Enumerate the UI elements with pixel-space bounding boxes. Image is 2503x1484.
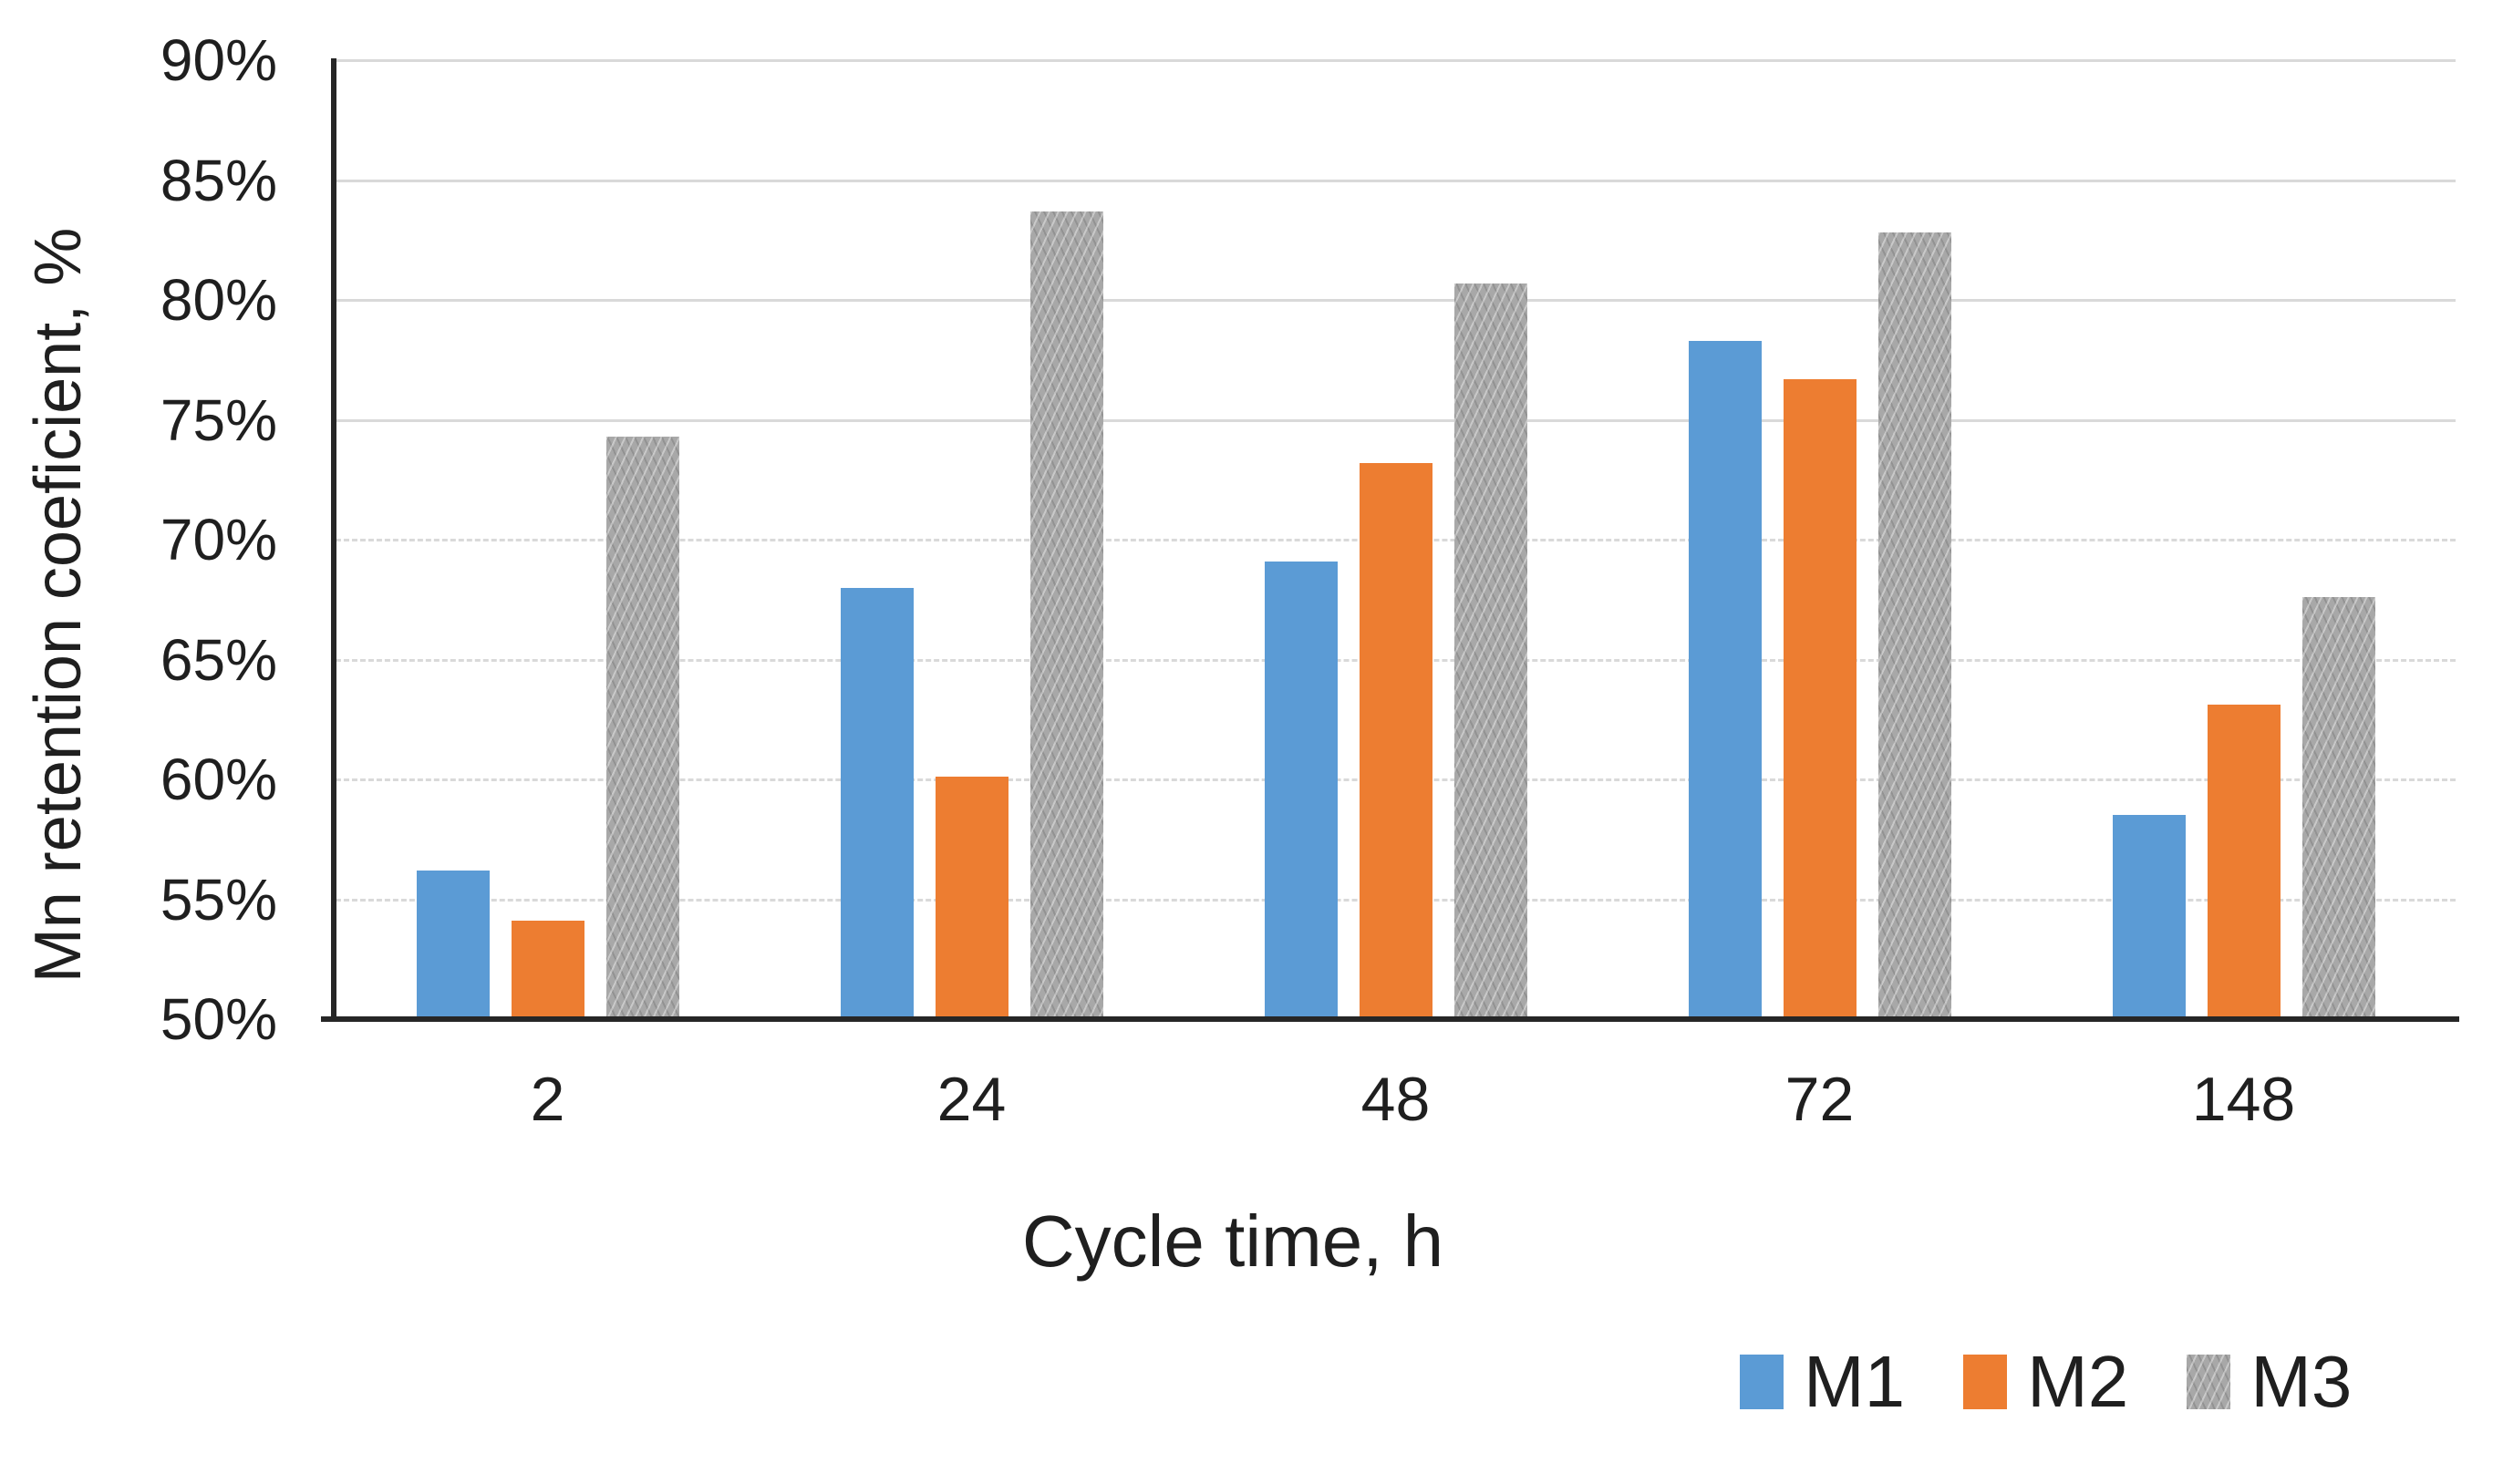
x-tick-label-24: 24 — [936, 1065, 1007, 1134]
bar-m2-x48 — [1359, 462, 1433, 1019]
bar-m3-x148 — [2301, 597, 2375, 1019]
legend-item-m2: M2 — [1963, 1340, 2128, 1424]
legend: M1 M2 M3 — [1740, 1338, 2352, 1426]
bar-m1-x2 — [416, 870, 490, 1019]
gridline-75 — [336, 418, 2456, 422]
x-tick-label-72: 72 — [1784, 1065, 1855, 1134]
y-tick-label-50: 50% — [160, 986, 277, 1052]
y-axis-line — [331, 58, 336, 1021]
legend-label-m2: M2 — [2027, 1341, 2129, 1422]
y-tick-label-75: 75% — [160, 386, 277, 453]
bar-m2-x24 — [935, 777, 1008, 1019]
x-tick-label-2: 2 — [530, 1065, 565, 1134]
x-tick-label-148: 148 — [2191, 1065, 2296, 1134]
y-tick-label-70: 70% — [160, 507, 277, 572]
legend-label-m3: M3 — [2250, 1341, 2353, 1422]
y-tick-label-55: 55% — [160, 866, 277, 933]
y-tick-label-60: 60% — [160, 747, 277, 812]
x-axis-title: Cycle time, h — [1021, 1201, 1444, 1282]
bar-m3-x2 — [605, 436, 679, 1019]
bar-m2-x72 — [1783, 378, 1857, 1019]
bar-m2-x148 — [2207, 705, 2281, 1019]
gridline-85 — [336, 179, 2456, 182]
bar-m1-x148 — [2112, 815, 2186, 1019]
bar-m1-x72 — [1688, 340, 1762, 1019]
y-tick-label-65: 65% — [160, 626, 277, 693]
y-tick-label-80: 80% — [160, 267, 277, 333]
y-tick-label-90: 90% — [160, 27, 277, 93]
legend-label-m1: M1 — [1804, 1341, 1906, 1422]
x-axis-line — [321, 1016, 2459, 1022]
x-tick-label-48: 48 — [1360, 1065, 1431, 1134]
gridline-90 — [336, 59, 2456, 62]
legend-swatch-m2 — [1963, 1355, 2008, 1409]
bar-m1-x24 — [840, 587, 914, 1019]
bar-m3-x72 — [1877, 232, 1951, 1019]
legend-item-m3: M3 — [2187, 1340, 2352, 1424]
bar-m1-x48 — [1264, 561, 1338, 1019]
legend-swatch-m1 — [1740, 1355, 1784, 1409]
bar-m3-x24 — [1029, 211, 1103, 1019]
y-tick-label-85: 85% — [160, 147, 277, 213]
legend-swatch-m3 — [2187, 1355, 2231, 1409]
legend-item-m1: M1 — [1740, 1340, 1905, 1424]
bar-m2-x2 — [511, 921, 584, 1019]
bar-m3-x48 — [1453, 283, 1527, 1019]
plot-area — [336, 59, 2456, 1019]
gridline-80 — [336, 299, 2456, 302]
